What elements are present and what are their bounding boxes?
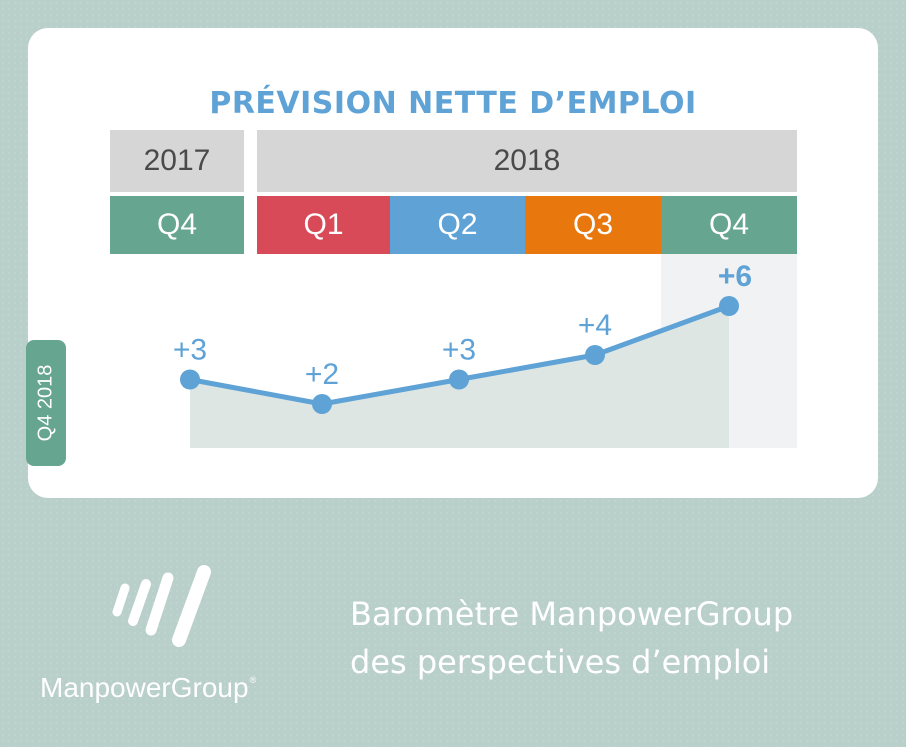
points-layer: +3 +2 +3 +4 +6 <box>173 260 752 414</box>
registered-mark: ® <box>249 675 257 685</box>
data-label-5: +6 <box>718 260 752 293</box>
data-label-4: +4 <box>578 309 612 342</box>
tagline: Baromètre ManpowerGroup des perspectives… <box>350 590 793 686</box>
data-point-5 <box>719 296 739 316</box>
tagline-line-1: Baromètre ManpowerGroup <box>350 595 794 633</box>
chart-card: PRÉVISION NETTE D’EMPLOI 2017 2018 Q4 Q1… <box>26 28 878 498</box>
data-label-1: +3 <box>173 334 207 367</box>
data-point-4 <box>585 345 605 365</box>
data-label-2: +2 <box>305 358 339 391</box>
quarter-header-q4-2018: Q4 <box>661 196 797 254</box>
tagline-line-2: des perspectives d’emploi <box>350 643 771 681</box>
quarter-header-q4-2017: Q4 <box>110 196 244 254</box>
data-point-3 <box>449 369 469 390</box>
data-point-2 <box>312 394 332 414</box>
year-header-2017: 2017 <box>110 130 244 192</box>
year-header-2018: 2018 <box>257 130 797 192</box>
quarter-header-q3-2018: Q3 <box>525 196 661 254</box>
quarter-header-q1-2018: Q1 <box>257 196 390 254</box>
chart-title: PRÉVISION NETTE D’EMPLOI <box>209 86 697 121</box>
manpowergroup-logo-icon <box>112 565 211 647</box>
manpowergroup-logo-text: ManpowerGroup® <box>40 672 256 704</box>
logo-name: ManpowerGroup <box>40 672 249 703</box>
data-label-3: +3 <box>442 334 476 367</box>
quarter-header-q2-2018: Q2 <box>390 196 525 254</box>
forecast-chart: +3 +2 +3 +4 +6 <box>173 254 797 448</box>
period-side-tab: Q4 2018 <box>26 340 66 466</box>
data-point-1 <box>180 369 200 390</box>
